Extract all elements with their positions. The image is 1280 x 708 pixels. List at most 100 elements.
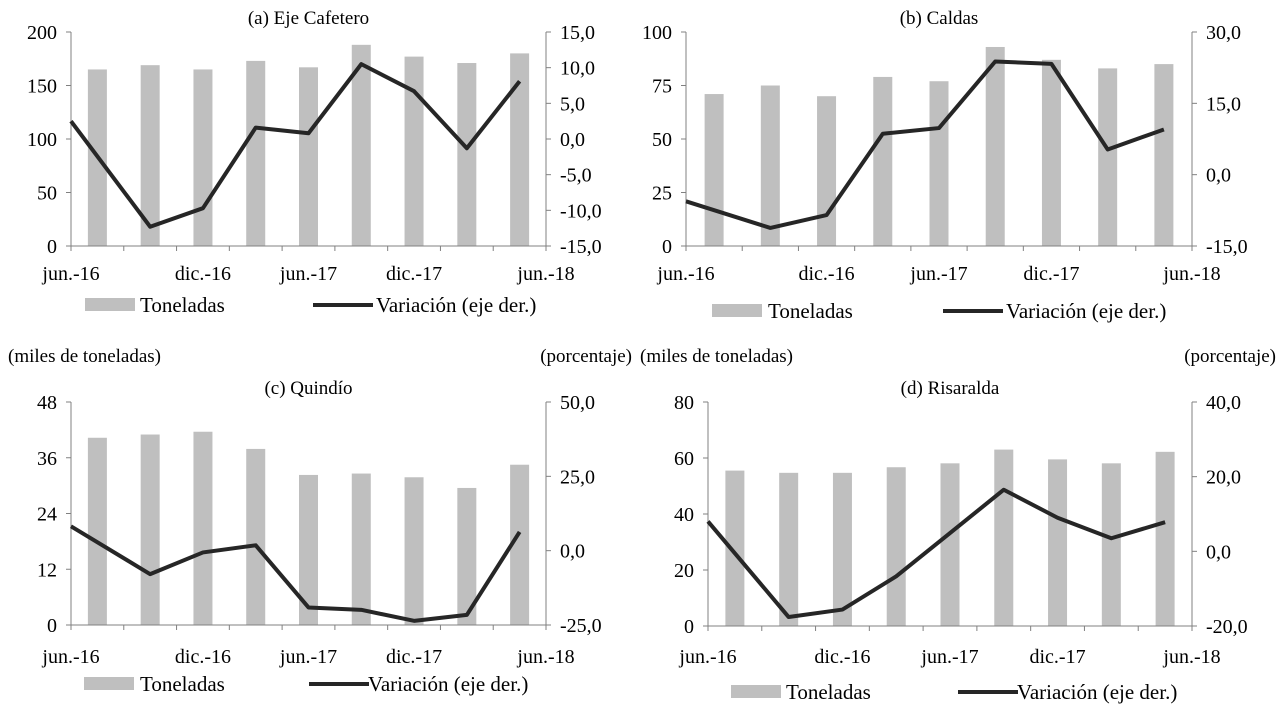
- legend-line-label: Variación (eje der.): [376, 293, 536, 317]
- right-tick-label: 0,0: [1206, 165, 1231, 187]
- left-tick-label: 12: [37, 559, 57, 581]
- bar-mar.-18: [457, 63, 477, 246]
- legend-bar-swatch: [84, 677, 134, 690]
- bar-jun.-17: [299, 67, 318, 246]
- x-tick-label: jun.-17: [909, 263, 967, 285]
- x-tick-label: dic.-17: [386, 263, 442, 285]
- left-tick-label: 0: [47, 615, 57, 637]
- right-tick-label: -15,0: [1206, 236, 1248, 258]
- bar-jun.-18: [510, 464, 530, 625]
- bar-dic.-17: [404, 56, 424, 246]
- x-tick-label: jun.-16: [41, 646, 99, 668]
- right-tick-label: 20,0: [1206, 467, 1241, 489]
- left-unit-label-d: (miles de toneladas): [640, 346, 793, 367]
- bar-jun.-17: [929, 81, 949, 246]
- bar-dic.-17: [404, 477, 424, 625]
- right-tick-label: 0,0: [1206, 541, 1231, 563]
- bar-jun.-16: [725, 470, 745, 626]
- legend-bar-label: Toneladas: [768, 299, 853, 323]
- panel-3: 0 12 24 36 48 -25,0 0,0 25,0 50,0 jun.-16 dic.-16 j…: [37, 378, 602, 696]
- bar-sep.-17: [351, 473, 371, 625]
- bar-dic.-17: [1041, 59, 1061, 246]
- variation-line: [69, 524, 522, 623]
- right-tick-label: 50,0: [560, 392, 595, 414]
- bar-dic.-17: [1048, 459, 1068, 626]
- x-tick-label: jun.-16: [678, 646, 736, 668]
- legend-bar-label: Toneladas: [140, 672, 225, 696]
- bar-sep.-16: [140, 434, 160, 625]
- x-tick-label: dic.-16: [175, 263, 231, 285]
- bar-dic.-16: [193, 431, 213, 625]
- bar-dic.-16: [817, 96, 837, 246]
- bar-jun.-17: [299, 474, 318, 625]
- bar-sep.-16: [140, 65, 160, 246]
- left-tick-label: 50: [652, 129, 672, 151]
- x-tick-label: jun.-18: [516, 646, 574, 668]
- legend-bar-swatch: [85, 298, 135, 311]
- x-tick-label: dic.-17: [1030, 646, 1086, 668]
- right-tick-label: -15,0: [560, 236, 602, 258]
- x-tick-label: jun.-18: [516, 263, 574, 285]
- panel-title: (c) Quindío: [264, 378, 352, 399]
- right-unit-label-d: (porcentaje): [1184, 346, 1276, 367]
- bar-mar.-18: [1098, 68, 1118, 246]
- left-tick-label: 24: [37, 504, 57, 526]
- x-tick-label: jun.-16: [41, 263, 99, 285]
- bar-jun.-17: [940, 463, 960, 626]
- left-tick-label: 80: [674, 392, 694, 414]
- left-tick-label: 36: [37, 448, 57, 470]
- x-tick-label: jun.-17: [279, 646, 337, 668]
- bar-sep.-16: [779, 472, 799, 626]
- right-tick-label: -5,0: [560, 165, 592, 187]
- bar-sep.-16: [760, 85, 780, 246]
- left-tick-label: 25: [652, 183, 672, 205]
- legend-bar-label: Toneladas: [786, 680, 871, 704]
- bar-mar.-18: [1101, 463, 1121, 626]
- x-tick-label: jun.-17: [279, 263, 337, 285]
- left-tick-label: 48: [37, 392, 57, 414]
- bar-sep.-17: [994, 449, 1014, 626]
- legend-line-label: Variación (eje der.): [1006, 299, 1166, 323]
- left-tick-label: 75: [652, 76, 672, 98]
- left-tick-label: 200: [27, 22, 57, 44]
- bar-mar.-18: [457, 487, 477, 625]
- x-tick-label: jun.-16: [656, 263, 714, 285]
- left-tick-label: 100: [642, 22, 672, 44]
- variation-line: [685, 59, 1165, 230]
- x-tick-label: jun.-18: [1162, 263, 1220, 285]
- right-tick-label: 25,0: [560, 466, 595, 488]
- panel-1: 0 50 100 150 200 -15,0 -10,0 -5,0 0,0 5,0 10,0 15,0…: [27, 8, 602, 317]
- variation-line: [69, 62, 522, 229]
- x-tick-label: dic.-16: [175, 646, 231, 668]
- right-tick-label: -10,0: [560, 200, 602, 222]
- legend-bar-swatch: [731, 685, 781, 698]
- legend-line-label: Variación (eje der.): [368, 672, 528, 696]
- left-tick-label: 0: [47, 236, 57, 258]
- legend-line-label: Variación (eje der.): [1017, 680, 1177, 704]
- right-tick-label: -20,0: [1206, 616, 1248, 638]
- left-tick-label: 40: [674, 504, 694, 526]
- right-tick-label: -25,0: [560, 615, 602, 637]
- x-tick-label: dic.-17: [386, 646, 442, 668]
- bar-mar.-17: [246, 448, 266, 625]
- panel-title: (d) Risaralda: [901, 378, 1000, 399]
- right-tick-label: 5,0: [560, 93, 585, 115]
- panel-title: (a) Eje Cafetero: [248, 8, 369, 29]
- bar-mar.-17: [886, 467, 906, 626]
- left-tick-label: 20: [674, 560, 694, 582]
- right-tick-label: 10,0: [560, 58, 595, 80]
- bar-jun.-18: [510, 53, 530, 247]
- left-tick-label: 50: [37, 183, 57, 205]
- bar-sep.-17: [351, 44, 371, 247]
- legend-bar-label: Toneladas: [140, 293, 225, 317]
- bar-jun.-16: [87, 437, 107, 625]
- left-tick-label: 100: [27, 129, 57, 151]
- left-unit-label-c: (miles de toneladas): [8, 346, 161, 367]
- panel-2: 0 25 50 75 100 -15,0 0,0 15,0 30,0 jun.-16 dic.-16…: [642, 8, 1248, 323]
- bar-jun.-18: [1154, 64, 1174, 246]
- right-tick-label: 0,0: [560, 129, 585, 151]
- bar-jun.-16: [704, 94, 724, 246]
- right-tick-label: 0,0: [560, 541, 585, 563]
- panel-4: 0 20 40 60 80 -20,0 0,0 20,0 40,0 jun.-16 dic.-16 j…: [674, 378, 1248, 704]
